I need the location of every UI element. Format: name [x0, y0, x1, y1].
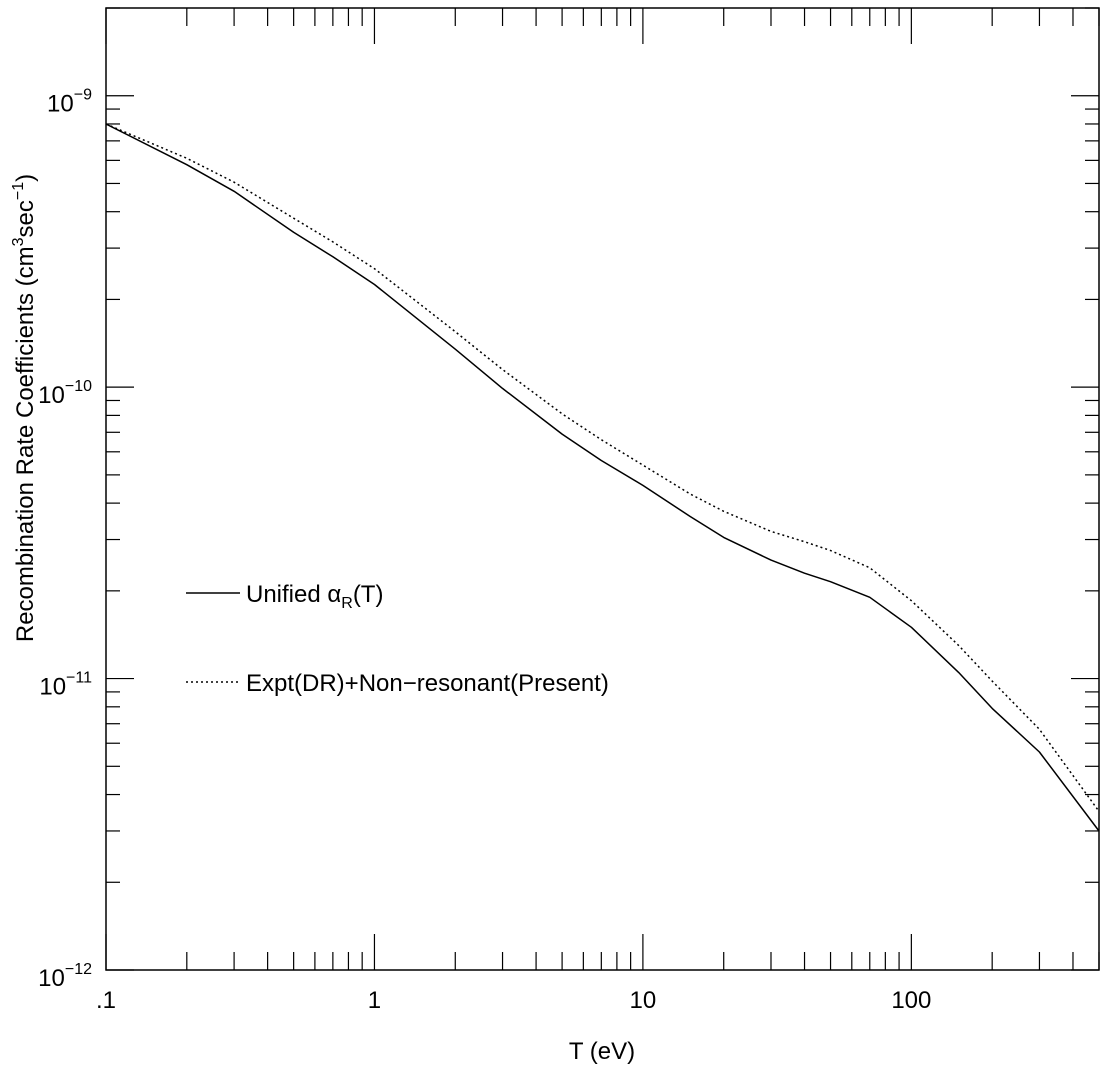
series-line-unified	[105, 123, 1100, 832]
y-tick-label: 10−12	[38, 961, 92, 992]
legend-label-unified: Unified αR(T)	[246, 581, 383, 612]
x-tick-label: 100	[891, 987, 931, 1014]
y-tick-labels: 10−9 10−10 10−11 10−12	[38, 87, 92, 992]
y-tick-label: 10−11	[39, 670, 92, 701]
x-tick-labels: .1 1 10 100	[96, 987, 931, 1014]
x-tick-label: 1	[368, 987, 381, 1014]
y-tick-label: 10−10	[38, 378, 92, 409]
legend-label-expt: Expt(DR)+Non−resonant(Present)	[246, 670, 609, 697]
data-series	[105, 123, 1100, 832]
series-line-expt	[105, 123, 1100, 812]
y-axis-title: Recombination Rate Coefficients (cm3sec−…	[10, 174, 39, 642]
plot-frame	[105, 7, 1100, 971]
legend: Unified αR(T) Expt(DR)+Non−resonant(Pres…	[186, 581, 609, 697]
axis-ticks	[105, 7, 1100, 971]
x-tick-label: 10	[630, 987, 657, 1014]
x-axis-title: T (eV)	[569, 1038, 635, 1065]
x-tick-label: .1	[96, 987, 116, 1014]
y-tick-label: 10−9	[47, 87, 92, 118]
